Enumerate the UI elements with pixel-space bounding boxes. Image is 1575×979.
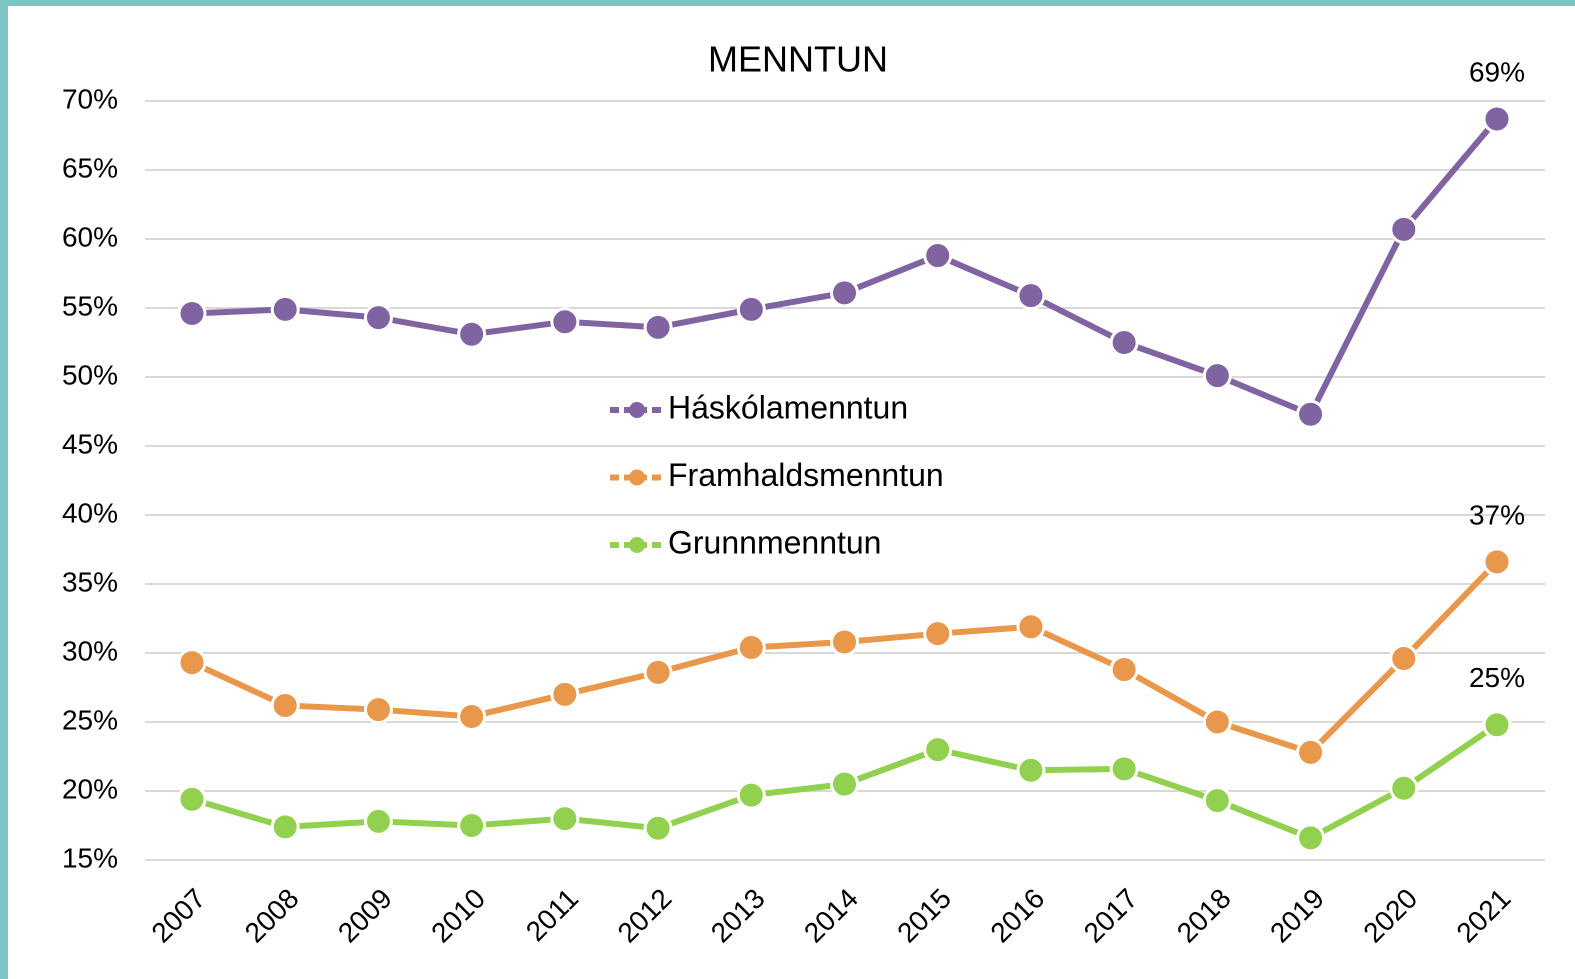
- y-tick-label: 50%: [62, 359, 118, 390]
- data-point: [177, 648, 207, 678]
- data-point: [1016, 612, 1046, 642]
- data-point: [550, 307, 580, 337]
- data-point: [1389, 644, 1419, 674]
- data-point: [1202, 786, 1232, 816]
- data-point: [457, 319, 487, 349]
- y-tick-label: 30%: [62, 635, 118, 666]
- data-point: [643, 312, 673, 342]
- data-point: [1296, 823, 1326, 853]
- data-point: [363, 695, 393, 725]
- data-point: [177, 784, 207, 814]
- chart-title: MENNTUN: [708, 39, 888, 80]
- legend-marker: [629, 402, 645, 418]
- data-point: [1109, 328, 1139, 357]
- data-point: [923, 735, 953, 765]
- data-point: [923, 619, 953, 649]
- legend-label: Framhaldsmenntun: [668, 457, 944, 493]
- y-tick-label: 35%: [62, 566, 118, 597]
- data-point: [457, 701, 487, 731]
- legend-label: Grunnmenntun: [668, 524, 881, 560]
- data-point: [1202, 361, 1232, 391]
- data-point: [1202, 707, 1232, 737]
- data-point: [1016, 281, 1046, 311]
- data-point: [1296, 399, 1326, 429]
- y-tick-label: 25%: [62, 704, 118, 735]
- data-point: [1389, 214, 1419, 244]
- data-point: [1482, 547, 1512, 577]
- data-point: [270, 294, 300, 324]
- data-point: [1482, 710, 1512, 740]
- data-label: 69%: [1469, 56, 1525, 87]
- data-point: [923, 241, 953, 271]
- y-tick-label: 60%: [62, 221, 118, 252]
- y-tick-label: 55%: [62, 290, 118, 321]
- data-point: [550, 679, 580, 709]
- data-point: [1109, 754, 1139, 784]
- data-point: [1016, 755, 1046, 785]
- y-tick-label: 70%: [62, 83, 118, 114]
- data-point: [270, 690, 300, 720]
- data-point: [830, 278, 859, 308]
- data-point: [177, 299, 207, 329]
- data-point: [1482, 104, 1512, 134]
- data-point: [736, 780, 766, 810]
- data-point: [1389, 773, 1419, 803]
- y-tick-label: 15%: [62, 842, 118, 873]
- data-label: 25%: [1469, 662, 1525, 693]
- data-point: [736, 632, 766, 662]
- data-label: 37%: [1469, 499, 1525, 530]
- data-point: [1109, 655, 1139, 685]
- y-tick-label: 40%: [62, 497, 118, 528]
- data-point: [736, 294, 766, 324]
- y-tick-label: 20%: [62, 773, 118, 804]
- data-point: [550, 804, 580, 834]
- data-point: [363, 303, 393, 333]
- background: [8, 6, 1575, 979]
- y-tick-label: 45%: [62, 428, 118, 459]
- y-tick-label: 65%: [62, 152, 118, 183]
- legend-label: Háskólamenntun: [668, 389, 908, 425]
- legend-marker: [629, 537, 645, 553]
- data-point: [1296, 737, 1326, 767]
- data-point: [643, 813, 673, 843]
- data-point: [830, 769, 859, 799]
- data-point: [830, 627, 859, 657]
- data-point: [643, 657, 673, 687]
- data-point: [363, 806, 393, 836]
- data-point: [457, 811, 487, 840]
- legend-marker: [629, 469, 645, 486]
- data-point: [270, 812, 300, 842]
